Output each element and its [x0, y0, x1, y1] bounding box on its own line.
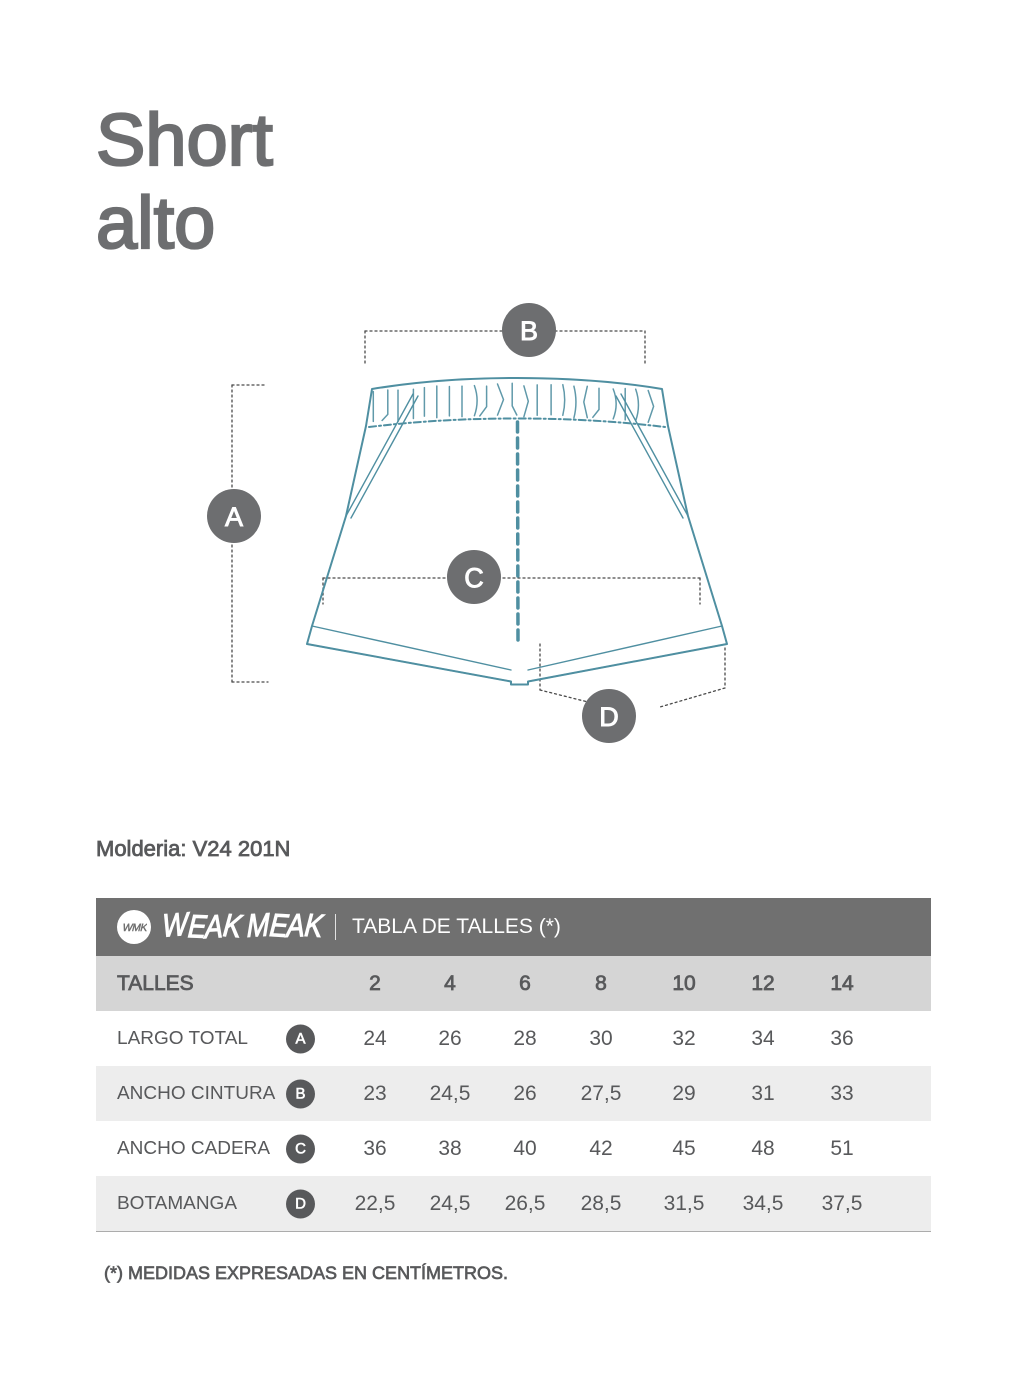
svg-text:C: C — [464, 563, 484, 593]
svg-text:B: B — [520, 316, 538, 346]
svg-text:A: A — [224, 502, 244, 532]
svg-text:D: D — [599, 702, 619, 732]
